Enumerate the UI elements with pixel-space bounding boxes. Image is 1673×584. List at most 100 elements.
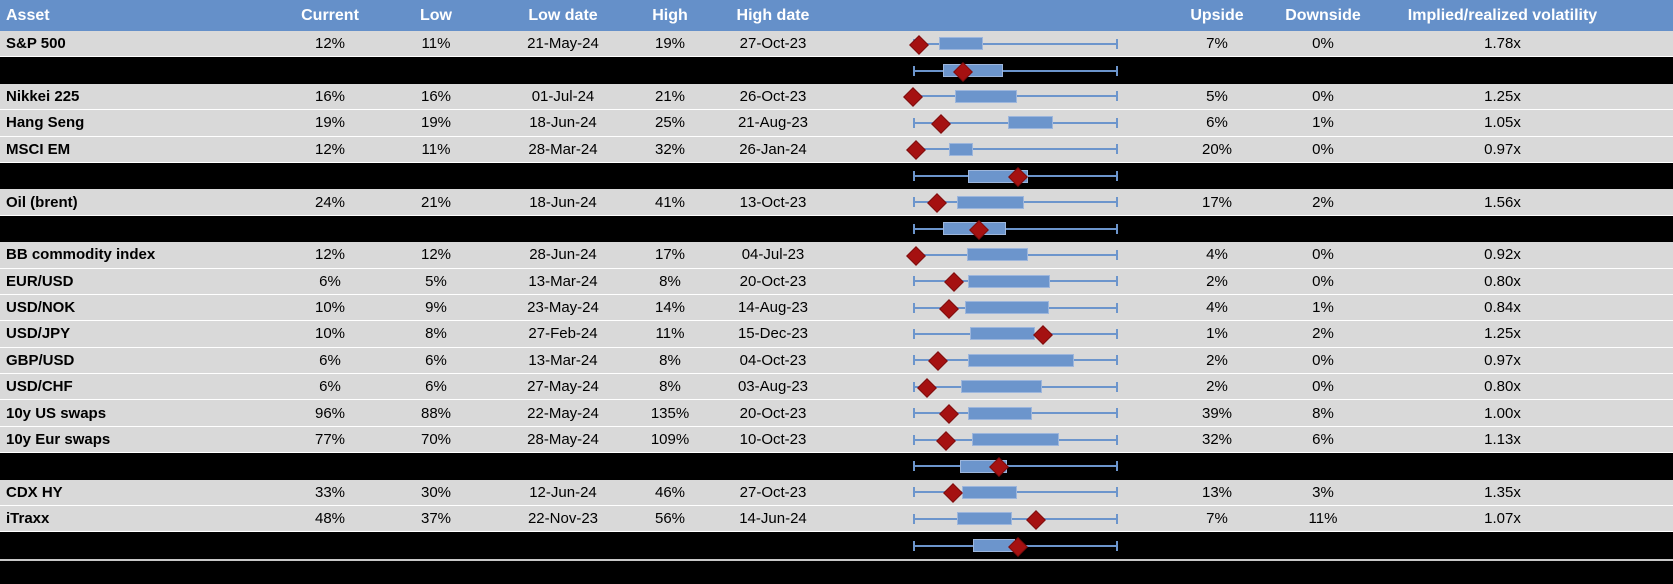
cell-chart: [848, 453, 1183, 479]
whisker-cap-left: [913, 513, 915, 524]
current-diamond-marker: [943, 483, 963, 504]
box-plot: [913, 374, 1118, 399]
cell-downside: 0%: [1312, 351, 1334, 369]
cell-upside: 39%: [1201, 404, 1233, 422]
whisker-cap-right: [1116, 38, 1118, 49]
cell-downside: 1%: [1312, 114, 1334, 132]
cell-downside: 0%: [1312, 378, 1334, 396]
cell-high: 19%: [654, 35, 686, 53]
whisker-cap-left: [913, 65, 915, 76]
cell-current: 96%: [314, 404, 346, 422]
cell-upside: 2%: [1206, 378, 1228, 396]
cell-upside: 2%: [1206, 351, 1228, 369]
cell-low-date: 21-May-24: [527, 35, 599, 53]
cell-downside: 0%: [1312, 246, 1334, 264]
table-header-row: Asset Current Low Low date High High dat…: [0, 0, 1673, 31]
cell-high-date: 21-Aug-23: [737, 114, 809, 132]
cell-implied-realized-volatility: 1.13x: [1484, 431, 1521, 449]
range-box: [967, 274, 1050, 288]
cell-chart: [848, 400, 1183, 425]
cell-implied-realized-volatility: 1.25x: [1484, 325, 1521, 343]
cell-implied-realized-volatility: 0.97x: [1484, 351, 1521, 369]
row-filler: [1610, 31, 1673, 56]
cell-downside: 0%: [1312, 35, 1334, 53]
whisker-cap-left: [913, 197, 915, 208]
cell-low: 6%: [425, 378, 447, 396]
box-plot: [903, 84, 1118, 109]
row-filler: [1610, 295, 1673, 320]
cell-asset: 10y Eur swaps: [6, 431, 111, 449]
cell-low-date: 18-Jun-24: [529, 193, 597, 211]
cell-chart: [848, 110, 1183, 135]
box-plot: [913, 110, 1118, 135]
cell-current: 33%: [314, 483, 346, 501]
range-box: [955, 89, 1017, 103]
table-row: Nikkei 225 16% 16% 01-Jul-24 21% 26-Oct-23 5% 0…: [0, 83, 1673, 111]
cell-chart: [848, 57, 1183, 83]
cell-high: 41%: [654, 193, 686, 211]
range-box: [965, 301, 1049, 315]
box-plot: [913, 480, 1118, 505]
cell-upside: 17%: [1201, 193, 1233, 211]
cell-upside: 1%: [1206, 325, 1228, 343]
whisker-line: [913, 69, 1118, 72]
whisker-cap-left: [913, 171, 915, 182]
cell-upside: 4%: [1206, 246, 1228, 264]
cell-low: 30%: [420, 483, 452, 501]
cell-implied-realized-volatility: 1.25x: [1484, 87, 1521, 105]
cell-chart: [848, 189, 1183, 214]
whisker-cap-right: [1116, 276, 1118, 287]
cell-current: 6%: [319, 351, 341, 369]
cell-high-date: 26-Oct-23: [739, 87, 807, 105]
row-filler: [1610, 506, 1673, 531]
cell-current: 19%: [314, 114, 346, 132]
whisker-cap-right: [1116, 355, 1118, 366]
cell-high: 14%: [654, 299, 686, 317]
cell-upside: 13%: [1201, 483, 1233, 501]
cell-low-date: 28-Mar-24: [528, 140, 598, 158]
current-diamond-marker: [944, 272, 964, 293]
box-plot: [913, 216, 1118, 242]
table-row: USD/JPY 10% 8% 27-Feb-24 11% 15-Dec-23 1% 2% 1.2…: [0, 321, 1673, 348]
box-plot: [913, 453, 1118, 479]
whisker-cap-right: [1116, 381, 1118, 392]
table-row: BB commodity index 12% 12% 28-Jun-24 17% 04-J…: [0, 242, 1673, 269]
cell-low-date: 22-May-24: [527, 404, 599, 422]
cell-low: 11%: [421, 140, 451, 158]
current-diamond-marker: [931, 113, 951, 134]
cell-current: 16%: [314, 87, 346, 105]
cell-chart: [848, 216, 1183, 242]
header-filler: [1610, 0, 1673, 31]
range-box: [961, 485, 1017, 499]
cell-high-date: 27-Oct-23: [739, 35, 807, 53]
range-box: [969, 327, 1035, 341]
cell-asset: EUR/USD: [6, 272, 74, 290]
table-row: iTraxx 48% 37% 22-Nov-23 56% 14-Jun-24 7% 11% 1.…: [0, 506, 1673, 533]
cell-low-date: 27-Feb-24: [528, 325, 598, 343]
cell-current: 12%: [314, 140, 346, 158]
cell-asset: BB commodity index: [6, 246, 156, 264]
column-header-implied-realized-volatility: Implied/realized volatility: [1407, 6, 1598, 24]
cell-current: 12%: [314, 35, 346, 53]
cell-current: 10%: [314, 299, 346, 317]
cell-implied-realized-volatility: 0.84x: [1484, 299, 1521, 317]
whisker-cap-right: [1116, 171, 1118, 182]
cell-downside: 8%: [1312, 404, 1334, 422]
cell-high-date: 20-Oct-23: [739, 404, 807, 422]
cell-low-date: 01-Jul-24: [531, 87, 595, 105]
current-diamond-marker: [939, 298, 959, 319]
cell-high: 8%: [659, 351, 681, 369]
current-diamond-marker: [928, 351, 948, 372]
range-box: [949, 142, 974, 156]
box-plot: [913, 295, 1118, 320]
current-diamond-marker: [917, 377, 937, 398]
range-box: [966, 248, 1028, 262]
current-diamond-marker: [906, 140, 926, 161]
cell-high-date: 03-Aug-23: [737, 378, 809, 396]
whisker-cap-left: [913, 328, 915, 339]
cell-low-date: 18-Jun-24: [529, 114, 597, 132]
cell-high: 17%: [654, 246, 686, 264]
cell-implied-realized-volatility: 1.00x: [1484, 404, 1521, 422]
box-plot: [913, 163, 1118, 189]
separator-row: [0, 453, 1673, 480]
